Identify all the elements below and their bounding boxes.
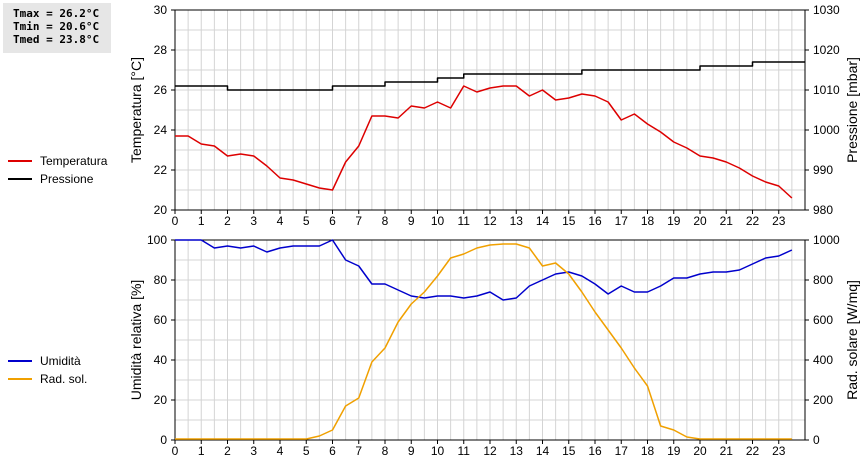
panel1-xtick-label: 8	[382, 214, 389, 228]
panel2-xtick-label: 2	[224, 444, 231, 458]
panel1-y2tick-label: 1010	[813, 83, 840, 97]
legend-bottom: Umidità Rad. sol.	[8, 352, 87, 388]
legend-swatch-pressure	[8, 178, 32, 180]
series-line-temperature	[175, 85, 793, 199]
panel2-xtick-label: 15	[562, 444, 576, 458]
panel2-xtick-label: 19	[667, 444, 681, 458]
panel2-xtick-label: 18	[641, 444, 655, 458]
panel2-xtick-label: 13	[510, 444, 524, 458]
panel1-xtick-label: 20	[693, 214, 707, 228]
panel2-xtick-label: 4	[277, 444, 284, 458]
panel1-xtick-label: 0	[172, 214, 179, 228]
panel1-y2tick-label: 980	[813, 203, 833, 217]
panel2-xtick-label: 0	[172, 444, 179, 458]
panel1-xtick-label: 22	[746, 214, 760, 228]
stats-box: Tmax = 26.2°C Tmin = 20.6°C Tmed = 23.8°…	[3, 3, 111, 53]
panel2-xtick-label: 17	[615, 444, 629, 458]
legend-item-temperature: Temperatura	[8, 152, 107, 170]
panel2-xtick-label: 22	[746, 444, 760, 458]
panel1-xtick-label: 1	[198, 214, 205, 228]
legend-label-humidity: Umidità	[40, 354, 81, 368]
legend-swatch-humidity	[8, 360, 32, 362]
panel2-y2tick-label: 600	[813, 313, 833, 327]
panel1-xtick-label: 23	[772, 214, 786, 228]
panel1-xtick-label: 14	[536, 214, 550, 228]
panel1-y2tick-label: 1000	[813, 123, 840, 137]
panel2-xtick-label: 7	[355, 444, 362, 458]
panel1-xtick-label: 13	[510, 214, 524, 228]
panel1-xtick-label: 5	[303, 214, 310, 228]
panel1-xtick-label: 18	[641, 214, 655, 228]
panel2-y2tick-label: 400	[813, 353, 833, 367]
panel2-xtick-label: 6	[329, 444, 336, 458]
panel2-ytick-label: 80	[154, 273, 168, 287]
panel1-xtick-label: 11	[458, 214, 471, 228]
legend-label-pressure: Pressione	[40, 172, 94, 186]
panel1-xtick-label: 2	[224, 214, 231, 228]
panel2-y2tick-label: 0	[813, 433, 820, 447]
panel2-ytick-label: 60	[154, 313, 168, 327]
panel2-ytick-label: 20	[154, 393, 168, 407]
legend-top: Temperatura Pressione	[8, 152, 107, 188]
panel1-ytick-label: 20	[154, 203, 168, 217]
series-line-humidity	[175, 239, 793, 301]
legend-item-pressure: Pressione	[8, 170, 107, 188]
panel2-xtick-label: 12	[483, 444, 497, 458]
panel2-ytick-label: 0	[160, 433, 167, 447]
stats-tmin: Tmin = 20.6°C	[13, 20, 100, 33]
panel2-xtick-label: 8	[382, 444, 389, 458]
panel2-xtick-label: 23	[772, 444, 786, 458]
panel1-ylabel: Temperatura [°C]	[128, 57, 144, 163]
panel2-xtick-label: 10	[431, 444, 445, 458]
panel2-xtick-label: 3	[250, 444, 257, 458]
panel1-y2label: Pressione [mbar]	[844, 57, 860, 163]
panel1-ytick-label: 26	[154, 83, 168, 97]
panel1-xtick-label: 17	[615, 214, 629, 228]
panel1-y2tick-label: 1020	[813, 43, 840, 57]
series-line-solar	[175, 243, 792, 440]
legend-item-humidity: Umidità	[8, 352, 87, 370]
panel1-xtick-label: 9	[408, 214, 415, 228]
panel2-xtick-label: 20	[693, 444, 707, 458]
panel1-xtick-label: 6	[329, 214, 336, 228]
panel1-y2tick-label: 990	[813, 163, 833, 177]
panel2-y2tick-label: 200	[813, 393, 833, 407]
panel2-xtick-label: 11	[458, 444, 471, 458]
panel2-y2tick-label: 800	[813, 273, 833, 287]
panel1-ytick-label: 24	[154, 123, 168, 137]
stats-tmed: Tmed = 23.8°C	[13, 33, 100, 46]
panel2-ytick-label: 40	[154, 353, 168, 367]
legend-swatch-solar	[8, 378, 32, 380]
panel2-y2label: Rad. solare [W/mq]	[844, 280, 860, 400]
legend-label-temperature: Temperatura	[40, 154, 108, 168]
panel1-y2tick-label: 1030	[813, 3, 840, 17]
panel2-xtick-label: 16	[588, 444, 602, 458]
series-line-pressure	[175, 61, 805, 91]
panel2-ytick-label: 100	[147, 233, 167, 247]
panel2-xtick-label: 21	[720, 444, 734, 458]
panel2-xtick-label: 14	[536, 444, 550, 458]
legend-label-solar: Rad. sol.	[40, 372, 88, 386]
panel2-xtick-label: 1	[198, 444, 205, 458]
legend-item-solar: Rad. sol.	[8, 370, 87, 388]
panel1-xtick-label: 19	[667, 214, 681, 228]
panel1-xtick-label: 3	[250, 214, 257, 228]
panel1-ytick-label: 22	[154, 163, 168, 177]
panel1-xtick-label: 21	[720, 214, 734, 228]
panel2-xtick-label: 5	[303, 444, 310, 458]
panel2-xtick-label: 9	[408, 444, 415, 458]
panel1-xtick-label: 16	[588, 214, 602, 228]
panel1-xtick-label: 12	[483, 214, 497, 228]
panel2-ylabel: Umidità relativa [%]	[128, 280, 144, 401]
panel1-ytick-label: 28	[154, 43, 168, 57]
panel2-y2tick-label: 1000	[813, 233, 840, 247]
panel1-ytick-label: 30	[154, 3, 168, 17]
panel1-xtick-label: 4	[277, 214, 284, 228]
panel1-xtick-label: 7	[355, 214, 362, 228]
legend-swatch-temperature	[8, 160, 32, 162]
panel1-xtick-label: 10	[431, 214, 445, 228]
stats-tmax: Tmax = 26.2°C	[13, 7, 100, 20]
panel1-xtick-label: 15	[562, 214, 576, 228]
